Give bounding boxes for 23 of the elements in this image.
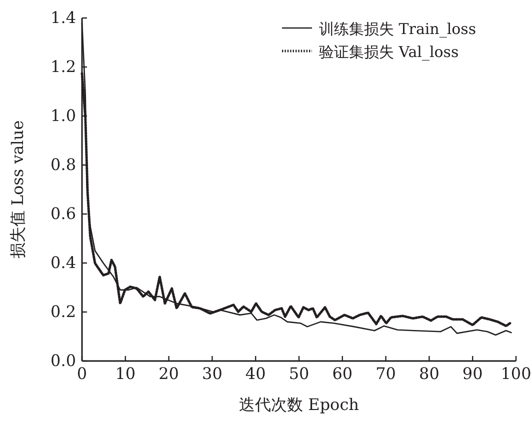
x-tick-label: 40: [245, 364, 266, 383]
y-tick-label: 0.8: [50, 155, 76, 174]
y-tick-label: 0.2: [50, 302, 76, 321]
y-tick-label: 1.0: [50, 106, 76, 125]
y-tick-label: 1.4: [50, 8, 76, 27]
x-tick-label: 0: [76, 364, 88, 383]
y-tick-label: 1.2: [50, 57, 76, 76]
x-tick-label: 20: [158, 364, 179, 383]
x-tick-label: 10: [115, 364, 136, 383]
y-tick-label: 0.4: [50, 253, 76, 272]
x-tick-label: 100: [500, 364, 531, 383]
x-tick-label: 60: [332, 364, 353, 383]
x-axis-title: 迭代次数 Epoch: [239, 395, 359, 414]
y-tick-label: 0.0: [50, 351, 76, 370]
y-axis-title: 损失值 Loss value: [8, 120, 27, 259]
legend-label: 训练集损失 Train_loss: [319, 20, 476, 38]
y-tick-label: 0.6: [50, 204, 76, 223]
x-tick-label: 80: [419, 364, 440, 383]
x-tick-label: 50: [288, 364, 310, 383]
x-tick-label: 30: [202, 364, 222, 383]
x-tick-label: 90: [462, 364, 483, 383]
legend-label: 验证集损失 Val_loss: [319, 43, 459, 61]
x-tick-label: 70: [376, 364, 396, 383]
